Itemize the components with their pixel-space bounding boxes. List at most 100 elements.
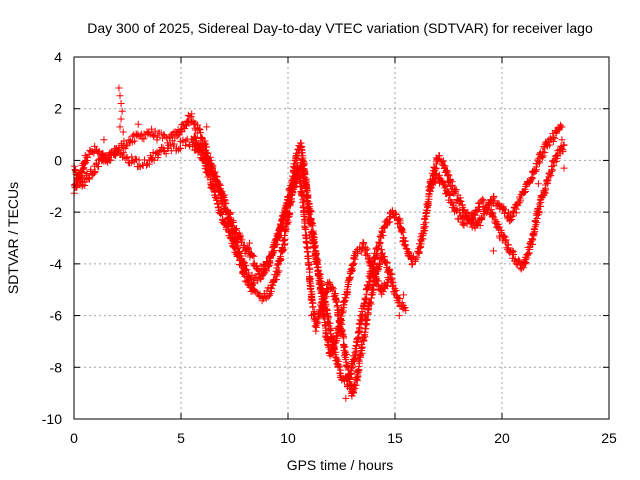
data-point-track-c <box>234 241 242 249</box>
data-point-track-a <box>386 218 394 226</box>
data-point-track-a <box>173 132 181 140</box>
data-point-track-a <box>336 363 344 371</box>
data-point-outlier <box>116 92 124 100</box>
data-points <box>70 84 568 402</box>
data-point-track-d <box>535 209 543 217</box>
data-point-outlier <box>245 239 253 247</box>
data-point-track-a <box>226 209 234 217</box>
data-point-track-c <box>318 302 326 310</box>
data-point-track-c <box>342 294 350 302</box>
data-point-track-b <box>378 246 386 254</box>
data-point-track-a <box>457 197 465 205</box>
data-point-track-a <box>201 137 209 145</box>
data-point-track-b <box>106 156 114 164</box>
x-tick-label: 0 <box>70 430 78 446</box>
data-point-track-b <box>313 318 321 326</box>
data-point-track-a <box>413 254 421 262</box>
data-point-track-a <box>405 248 413 256</box>
x-tick-label: 15 <box>387 430 403 446</box>
data-point-track-c <box>312 249 320 257</box>
data-point-track-c <box>212 176 220 184</box>
data-point-track-c <box>246 275 254 283</box>
data-point-track-c <box>218 198 226 206</box>
y-tick-label: 0 <box>54 152 62 168</box>
data-point-track-d <box>531 223 539 231</box>
data-point-track-c <box>337 316 345 324</box>
data-point-track-d <box>510 251 518 259</box>
data-point-track-a <box>326 319 334 327</box>
data-point-outlier <box>117 100 125 108</box>
data-point-track-b <box>170 140 178 148</box>
y-tick-label: -10 <box>42 411 62 427</box>
data-point-track-b <box>95 162 103 170</box>
data-point-outlier <box>541 149 549 157</box>
data-point-track-a <box>290 164 298 172</box>
data-point-track-a <box>517 197 525 205</box>
data-point-track-a <box>80 164 88 172</box>
data-point-track-a <box>551 134 559 142</box>
data-point-outlier <box>496 234 504 242</box>
y-tick-label: 4 <box>54 49 62 65</box>
data-point-track-b <box>353 367 361 375</box>
data-point-track-c <box>316 280 324 288</box>
data-point-track-c <box>191 133 199 141</box>
data-point-track-a <box>478 214 486 222</box>
data-point-track-d <box>542 181 550 189</box>
data-point-track-a <box>325 325 333 333</box>
data-point-track-b <box>348 392 356 400</box>
data-point-track-a <box>79 165 87 173</box>
data-point-track-a <box>95 147 103 155</box>
data-point-track-c <box>285 197 293 205</box>
data-point-track-b <box>115 146 123 154</box>
data-point-track-c <box>299 161 307 169</box>
data-point-track-b <box>105 155 113 163</box>
data-point-outlier <box>134 120 142 128</box>
data-point-track-a <box>148 130 156 138</box>
data-point-outlier <box>489 247 497 255</box>
data-point-track-b <box>300 204 308 212</box>
data-point-track-b <box>148 155 156 163</box>
data-point-track-a <box>327 326 335 334</box>
data-point-track-b <box>145 160 153 168</box>
data-point-track-a <box>379 232 387 240</box>
data-point-track-b <box>381 253 389 261</box>
data-point-track-b <box>123 154 131 162</box>
data-point-track-d <box>515 256 523 264</box>
data-point-track-a <box>184 111 192 119</box>
data-point-track-a <box>528 174 536 182</box>
data-point-track-c <box>314 256 322 264</box>
data-point-track-c <box>362 246 370 254</box>
y-tick-label: -2 <box>50 204 63 220</box>
data-point-track-a <box>441 162 449 170</box>
data-point-outlier <box>395 312 403 320</box>
data-point-track-c <box>313 256 321 264</box>
data-point-track-c <box>245 269 253 277</box>
data-point-track-a <box>395 216 403 224</box>
data-point-track-c <box>339 304 347 312</box>
data-point-track-a <box>421 215 429 223</box>
data-point-track-c <box>308 219 316 227</box>
x-tick-label: 10 <box>280 430 296 446</box>
data-point-track-c <box>298 163 306 171</box>
data-point-track-a <box>354 328 362 336</box>
data-point-track-d <box>559 146 567 154</box>
data-point-track-a <box>161 132 169 140</box>
data-point-track-b <box>374 267 382 275</box>
data-point-track-a <box>249 251 257 259</box>
data-point-outlier <box>241 250 249 258</box>
data-point-track-a <box>545 141 553 149</box>
data-point-track-b <box>213 195 221 203</box>
data-point-track-d <box>547 172 555 180</box>
data-point-track-a <box>361 294 369 302</box>
data-point-track-b <box>345 371 353 379</box>
data-point-track-c <box>261 269 269 277</box>
data-point-track-b <box>305 261 313 269</box>
data-point-track-c <box>315 270 323 278</box>
data-point-track-d <box>475 203 483 211</box>
data-point-track-c <box>307 218 315 226</box>
data-point-track-b <box>358 343 366 351</box>
data-point-track-c <box>376 286 384 294</box>
data-point-track-a <box>183 122 191 130</box>
data-point-track-c <box>262 267 270 275</box>
data-point-track-a <box>533 166 541 174</box>
